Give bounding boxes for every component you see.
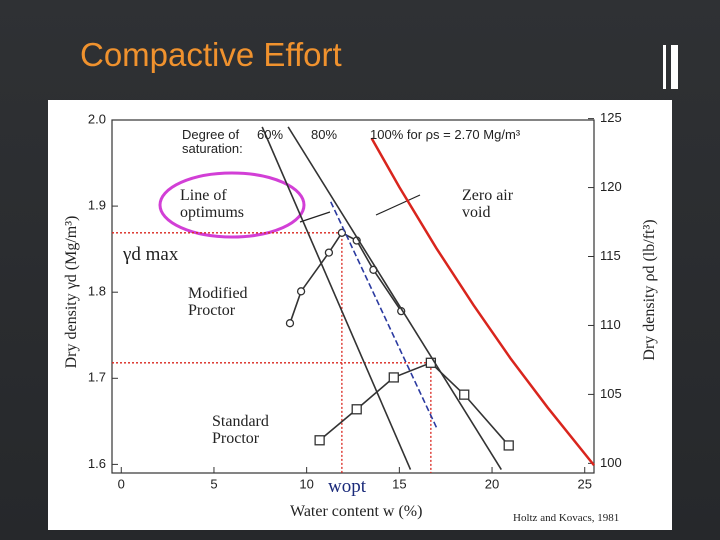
data-point bbox=[314, 435, 325, 446]
y2-tick-label: 110 bbox=[600, 317, 621, 332]
y2-axis-title: Dry density ρd (lb/ft³) bbox=[641, 219, 658, 361]
annotation: Zero air void bbox=[462, 187, 514, 221]
series-label: 60% bbox=[257, 127, 284, 142]
slide-title: Compactive Effort bbox=[80, 36, 342, 73]
annotation: γd max bbox=[123, 244, 179, 265]
x-tick-label: 0 bbox=[118, 476, 125, 491]
annotation-arrow bbox=[299, 211, 331, 223]
data-point bbox=[296, 287, 306, 296]
data-point bbox=[351, 404, 362, 415]
series-label: Standard Proctor bbox=[212, 413, 269, 447]
source-note: Holtz and Kovacs, 1981 bbox=[513, 512, 620, 524]
data-point bbox=[459, 389, 470, 400]
y2-tick-label: 105 bbox=[600, 386, 622, 401]
series-line bbox=[261, 126, 412, 470]
figure-background bbox=[48, 100, 672, 530]
x-tick-label: 20 bbox=[485, 476, 499, 491]
y-axis-title: Dry density γd (Mg/m³) bbox=[63, 215, 80, 369]
x-tick-label: 10 bbox=[299, 476, 313, 491]
annotation-arrow bbox=[375, 194, 421, 216]
y-tick-label: 1.7 bbox=[88, 370, 106, 385]
x-tick-label: 25 bbox=[577, 476, 591, 491]
y-tick-label: 1.8 bbox=[88, 284, 106, 299]
data-point bbox=[388, 372, 399, 383]
decor-bar bbox=[671, 45, 678, 89]
annotation: wopt bbox=[328, 476, 366, 497]
y2-tick-label: 115 bbox=[600, 248, 621, 263]
data-point bbox=[324, 248, 334, 257]
series-line bbox=[287, 126, 502, 470]
series-label: 100% for ρs = 2.70 Mg/m³ bbox=[370, 127, 521, 142]
x-tick-label: 5 bbox=[210, 476, 217, 491]
y-tick-label: 2.0 bbox=[88, 111, 106, 126]
data-point bbox=[285, 319, 295, 328]
y-tick-label: 1.9 bbox=[88, 198, 106, 213]
y2-tick-label: 120 bbox=[600, 179, 622, 194]
x-axis-title: Water content w (%) bbox=[290, 503, 423, 520]
series-line bbox=[319, 361, 510, 446]
annotation: Degree of saturation: bbox=[182, 127, 243, 156]
annotation: Line of optimums bbox=[180, 187, 245, 221]
y2-tick-label: 125 bbox=[600, 110, 622, 125]
series-line bbox=[330, 201, 438, 428]
series-line bbox=[370, 137, 595, 467]
guide-line bbox=[112, 362, 432, 473]
plot-frame bbox=[111, 119, 595, 474]
highlight-ellipse bbox=[158, 171, 306, 239]
series-label: 80% bbox=[311, 127, 338, 142]
y2-tick-label: 100 bbox=[600, 455, 622, 470]
y-tick-label: 1.6 bbox=[88, 456, 106, 471]
decor-bar bbox=[663, 45, 666, 89]
x-tick-label: 15 bbox=[392, 476, 406, 491]
data-point bbox=[503, 440, 514, 451]
series-label: Modified Proctor bbox=[188, 285, 248, 319]
